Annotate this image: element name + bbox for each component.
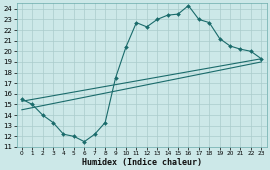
X-axis label: Humidex (Indice chaleur): Humidex (Indice chaleur) [82, 158, 202, 167]
